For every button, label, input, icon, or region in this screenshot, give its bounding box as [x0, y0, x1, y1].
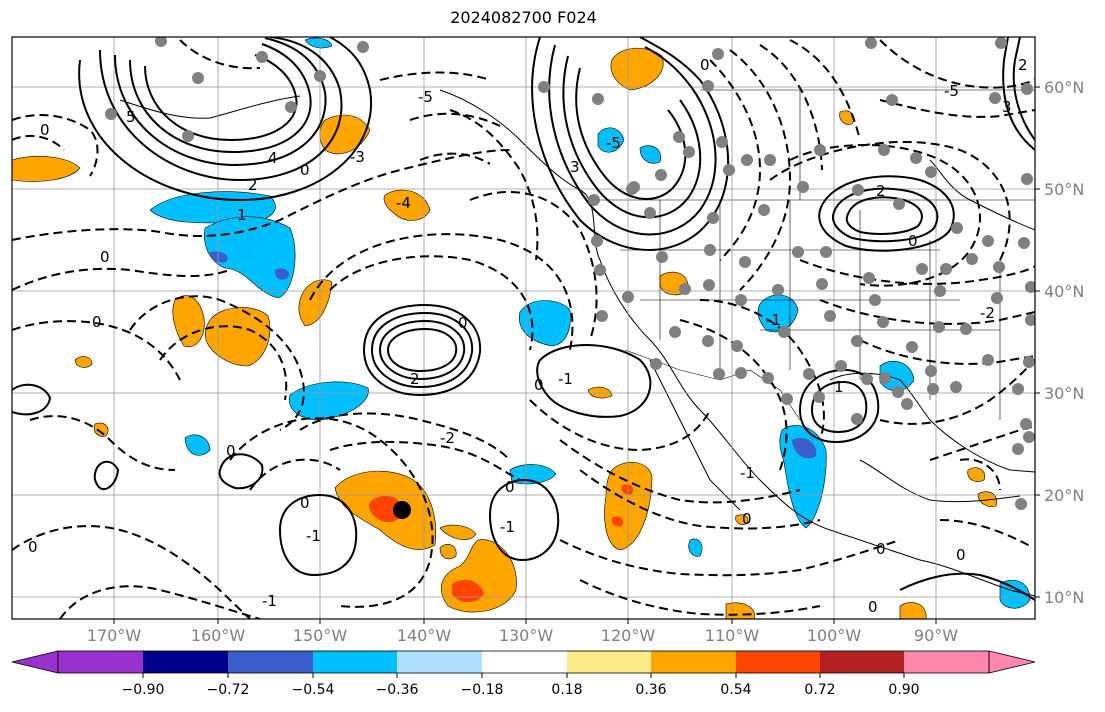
contour-label: 2: [876, 182, 886, 200]
contour-label: 2: [1018, 56, 1028, 74]
contour-label: -4: [396, 194, 411, 212]
lon-label-160w: 160°W: [190, 626, 246, 645]
contour-label: 1: [237, 206, 247, 224]
contour-label: 0: [908, 232, 918, 250]
lat-label-30n: 30°N: [1044, 384, 1085, 403]
contour-label: 0: [868, 598, 878, 616]
contour-label: 0: [742, 510, 752, 528]
contour-label: -2: [440, 429, 455, 447]
contour-label: 4: [268, 149, 278, 167]
lon-label-90w: 90°W: [913, 626, 959, 645]
contour-label: -1: [306, 527, 321, 545]
contour-label: 0: [100, 248, 110, 266]
lat-label-60n: 60°N: [1044, 78, 1085, 97]
contour-label: -1: [766, 311, 781, 329]
positive-contours: [12, 37, 1035, 601]
colorbar-label: 0.36: [635, 682, 667, 698]
contour-label: 2: [248, 176, 258, 194]
contour-label: 0: [534, 376, 544, 394]
contour-label: 5: [126, 108, 136, 126]
axis-ticks: [113, 86, 1040, 624]
contour-label: 0: [505, 478, 515, 496]
colorbar-label: 0.54: [720, 682, 752, 698]
contour-label: 3: [570, 158, 580, 176]
contour-label: 0: [40, 121, 50, 139]
contour-label: 0: [700, 56, 710, 74]
contour-label: 0: [28, 538, 38, 556]
contour-labels: 5 4 2 1 0 0 0 -4 -3 0 0 2 -2 0 -1 -1 0 -…: [28, 56, 1028, 616]
contour-label: -1: [558, 370, 573, 388]
contour-label: 0: [226, 442, 236, 460]
lon-label-110w: 110°W: [704, 626, 760, 645]
lat-label-50n: 50°N: [1044, 180, 1085, 199]
contour-label: 3: [1002, 98, 1012, 116]
lon-label-130w: 130°W: [498, 626, 554, 645]
lat-label-10n: 10°N: [1044, 588, 1085, 607]
colorbar-label: −0.72: [206, 682, 250, 698]
contour-label: 0: [458, 314, 468, 332]
contour-label: 1: [834, 378, 844, 396]
colorbar-label: −0.54: [291, 682, 335, 698]
colorbar-label: 0.90: [888, 682, 920, 698]
contour-label: -1: [262, 592, 277, 610]
contour-label: -1: [740, 464, 755, 482]
station-markers: [105, 37, 1035, 510]
map-frame: [11, 36, 1036, 620]
contour-label: -5: [944, 82, 959, 100]
colorbar-label: 0.72: [804, 682, 836, 698]
political-borders: [595, 89, 1035, 421]
lon-label-170w: 170°W: [86, 626, 142, 645]
colorbar-label: −0.90: [121, 682, 165, 698]
contour-label: -3: [350, 148, 365, 166]
map-title: 2024082700 F024: [450, 8, 597, 27]
lon-label-140w: 140°W: [396, 626, 452, 645]
colorbar-label: −0.36: [375, 682, 419, 698]
contour-label: 0: [92, 313, 102, 331]
contour-label: 0: [956, 546, 966, 564]
lon-label-100w: 100°W: [806, 626, 862, 645]
contour-label: 2: [410, 370, 420, 388]
graticule: [12, 37, 1035, 619]
storm-center-marker: [393, 501, 411, 519]
contour-label: 0: [300, 494, 310, 512]
contour-label: -2: [980, 304, 995, 322]
lon-label-150w: 150°W: [292, 626, 348, 645]
lon-label-120w: 120°W: [600, 626, 656, 645]
lat-label-20n: 20°N: [1044, 486, 1085, 505]
lat-label-40n: 40°N: [1044, 282, 1085, 301]
shaded-regions: [12, 37, 1031, 619]
coastlines: [119, 89, 1035, 597]
colorbar-label: 0.18: [551, 682, 583, 698]
colorbar-label: −0.18: [460, 682, 504, 698]
contour-label: -5: [606, 134, 621, 152]
contour-label: 0: [300, 161, 310, 179]
contour-label: -5: [418, 88, 433, 106]
contour-label: 0: [876, 540, 886, 558]
contour-label: -1: [500, 518, 515, 536]
